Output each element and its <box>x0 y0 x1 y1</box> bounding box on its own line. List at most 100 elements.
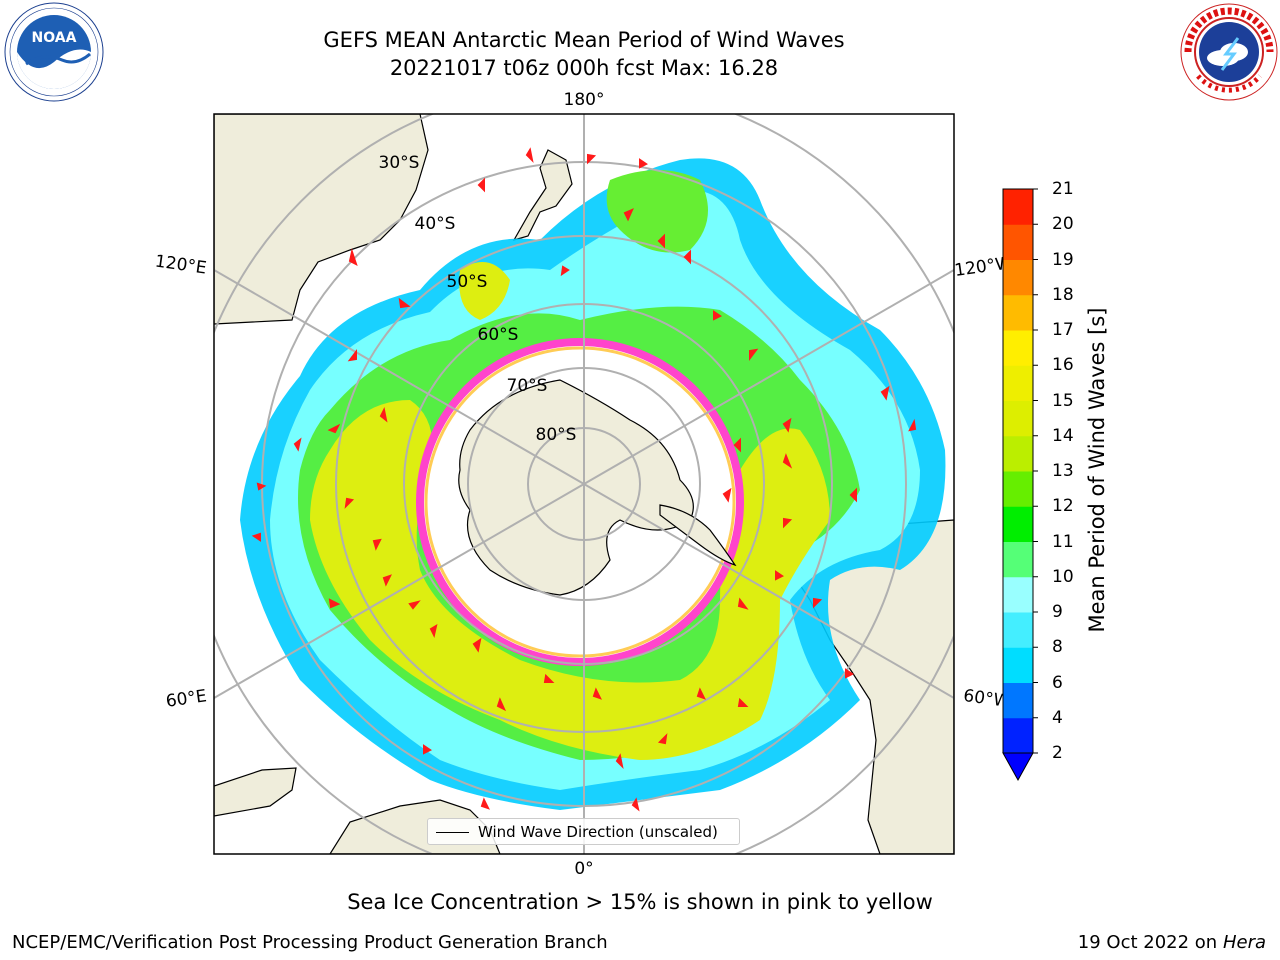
land-africa <box>214 767 297 817</box>
footer-date: 19 Oct 2022 on Hera <box>1078 932 1266 953</box>
lon-label-0: 0° <box>574 859 593 879</box>
footer-machine: Hera <box>1222 932 1266 953</box>
map-subtitle: 20221017 t06z 000h fcst Max: 16.28 <box>389 56 779 80</box>
colorbar-tick-label: 21 <box>1052 179 1074 199</box>
lat-label: 60°S <box>478 325 519 345</box>
direction-arrow <box>737 597 749 610</box>
colorbar-bin <box>1003 400 1033 437</box>
direction-arrow <box>496 697 507 712</box>
land-new-zealand <box>512 149 573 241</box>
direction-arrow <box>347 349 357 362</box>
lon-label-180: 180° <box>564 90 605 110</box>
direction-arrow <box>733 437 741 453</box>
direction-arrow <box>560 265 570 277</box>
legend-label: Wind Wave Direction (unscaled) <box>478 823 718 841</box>
map-frame <box>213 113 955 855</box>
direction-arrow <box>696 687 706 700</box>
lat-label: 40°S <box>415 214 456 234</box>
colorbar-bin <box>1003 471 1033 507</box>
land-australia <box>214 114 429 325</box>
direction-arrow <box>849 487 857 503</box>
colorbar-bin <box>1003 612 1033 648</box>
direction-arrow <box>908 418 917 432</box>
wave-direction-arrows <box>251 147 917 812</box>
noaa-logo-text: NOAA <box>32 30 77 46</box>
direction-arrow <box>623 208 634 222</box>
colorbar-tick-label: 16 <box>1052 355 1074 376</box>
map-body <box>214 114 954 854</box>
direction-arrow <box>713 310 722 321</box>
sea-ice-inner-edge <box>424 346 736 658</box>
direction-arrow <box>328 598 341 609</box>
direction-arrow <box>423 744 432 755</box>
lat-label: 80°S <box>536 425 577 445</box>
colorbar-tick-label: 2 <box>1052 743 1063 763</box>
direction-arrow <box>737 697 749 707</box>
colorbar-tick-label: 15 <box>1052 390 1074 411</box>
colorbar-tick-label: 9 <box>1052 602 1063 622</box>
direction-arrow <box>372 538 382 551</box>
footer-date-text: 19 Oct 2022 on <box>1077 932 1223 953</box>
direction-arrow <box>639 158 648 169</box>
colorbar-tick-label: 12 <box>1052 496 1074 517</box>
direction-arrow <box>382 574 392 587</box>
direction-arrow <box>683 249 691 265</box>
lat-label: 50°S <box>447 272 488 292</box>
nws-logo <box>1180 3 1278 101</box>
direction-arrow <box>379 406 388 423</box>
direction-arrow <box>782 417 792 433</box>
colorbar-bin <box>1003 189 1033 225</box>
colorbar-tick-label: 18 <box>1052 284 1074 305</box>
colorbar-tick-label: 10 <box>1052 566 1074 587</box>
direction-arrow <box>293 437 302 452</box>
direction-arrow <box>615 753 624 770</box>
colorbar-label: Mean Period of Wind Waves [s] <box>1085 307 1109 633</box>
colorbar-bin <box>1003 435 1033 472</box>
wave-field-green-north <box>606 170 708 253</box>
lon-label-60e: 60°E <box>165 686 208 711</box>
direction-arrow <box>880 385 890 401</box>
colorbar <box>1002 188 1038 782</box>
map-title: GEFS MEAN Antarctic Mean Period of Wind … <box>323 28 845 52</box>
lat-label: 30°S <box>379 153 420 173</box>
direction-arrow <box>783 517 793 529</box>
noaa-logo: NOAA <box>4 2 104 102</box>
colorbar-tick-label: 8 <box>1052 637 1063 658</box>
direction-arrow <box>477 177 485 193</box>
colorbar-tick-label: 20 <box>1052 214 1074 235</box>
direction-arrow <box>813 597 823 609</box>
colorbar-bin <box>1003 717 1033 754</box>
graticule <box>214 114 954 854</box>
direction-arrow <box>256 482 267 491</box>
direction-arrow <box>631 797 640 812</box>
land-antarctic-peninsula <box>659 504 737 567</box>
direction-arrow <box>480 797 490 810</box>
direction-arrow <box>749 348 759 361</box>
direction-arrow <box>525 147 534 164</box>
direction-arrow <box>348 248 358 266</box>
wave-field-yellow-north <box>459 262 510 320</box>
colorbar-bin <box>1003 259 1033 296</box>
direction-arrow <box>657 733 668 745</box>
colorbar-tick-label: 13 <box>1052 461 1074 481</box>
direction-arrow <box>592 687 602 700</box>
colorbar-bin <box>1003 541 1033 578</box>
direction-arrow <box>472 637 482 653</box>
footer-credit: NCEP/EMC/Verification Post Processing Pr… <box>12 932 608 953</box>
direction-arrow <box>657 233 665 249</box>
map-legend: Wind Wave Direction (unscaled) <box>427 818 740 845</box>
lon-label-120e: 120°E <box>154 252 208 279</box>
wave-field-yellow <box>310 400 830 760</box>
colorbar-tick-label: 14 <box>1052 425 1074 446</box>
colorbar-bin <box>1003 647 1033 683</box>
direction-arrow <box>408 600 421 610</box>
direction-arrow <box>845 668 854 679</box>
direction-arrow <box>775 570 784 581</box>
sea-ice-caption: Sea Ice Concentration > 15% is shown in … <box>347 890 933 914</box>
colorbar-tick-label: 6 <box>1052 672 1063 693</box>
direction-arrow <box>344 497 355 509</box>
direction-arrow <box>251 532 261 542</box>
direction-arrow <box>429 623 438 638</box>
colorbar-bin <box>1003 576 1033 613</box>
